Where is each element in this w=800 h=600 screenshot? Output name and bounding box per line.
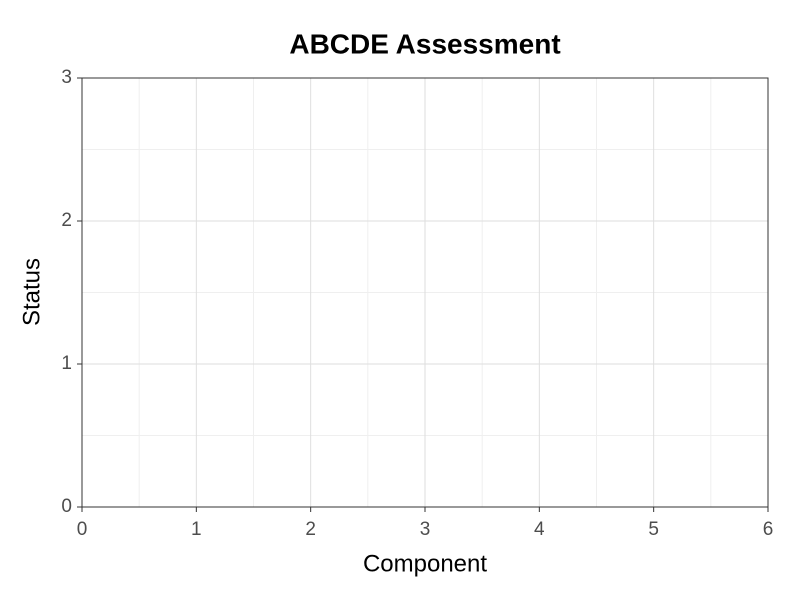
- panel-border: [81, 77, 769, 508]
- x-tick-label: 5: [648, 519, 659, 540]
- x-tick-label: 4: [534, 519, 545, 540]
- x-tick-label: 3: [420, 519, 431, 540]
- y-tick-label: 3: [61, 67, 72, 88]
- x-tick-label: 6: [763, 519, 774, 540]
- x-tick-label: 0: [77, 519, 88, 540]
- chart-title: ABCDE Assessment: [289, 28, 560, 59]
- y-axis-label: Status: [18, 258, 45, 326]
- y-tick-label: 1: [61, 353, 72, 374]
- y-tick-label: 2: [61, 210, 72, 231]
- x-axis-label: Component: [363, 550, 487, 577]
- x-tick-label: 1: [191, 519, 202, 540]
- x-tick-label: 2: [305, 519, 316, 540]
- plot-area: 0 1 2 3 4 5 6 0 1 2 3: [61, 67, 773, 540]
- y-tick-label: 0: [61, 496, 72, 517]
